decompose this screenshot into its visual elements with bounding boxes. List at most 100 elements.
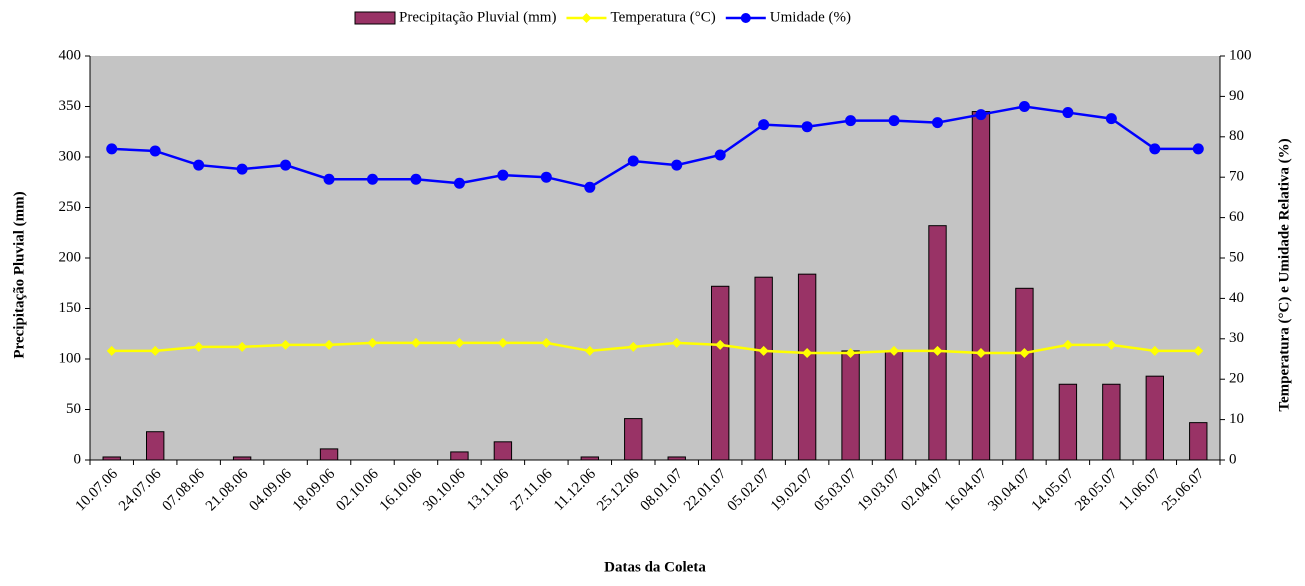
bar <box>102 456 121 461</box>
x-tick-label: 30.04.07 <box>985 466 1034 515</box>
x-tick-label: 10.07.06 <box>73 466 122 515</box>
marker <box>714 149 726 161</box>
marker <box>1062 339 1073 350</box>
plot-area <box>90 56 1220 460</box>
y-tick-label: 0 <box>74 451 82 467</box>
y-tick-label: 50 <box>66 401 81 417</box>
marker <box>106 143 118 155</box>
bar <box>884 350 904 461</box>
bar <box>319 448 339 461</box>
y-tick-label: 350 <box>59 98 82 114</box>
marker <box>584 345 595 356</box>
x-tick-label: 08.01.07 <box>638 466 687 515</box>
marker <box>758 345 769 356</box>
y-tick-label: 250 <box>59 199 82 215</box>
marker <box>889 345 900 356</box>
x-tick-label: 25.12.06 <box>594 466 643 515</box>
line <box>111 341 1199 355</box>
y2-tick-label: 50 <box>1229 249 1244 265</box>
marker <box>497 337 508 348</box>
bar <box>232 456 252 461</box>
marker <box>845 115 857 127</box>
marker <box>280 339 291 350</box>
marker <box>628 341 639 352</box>
bar <box>1102 383 1121 461</box>
y2-tick-label: 30 <box>1229 330 1244 346</box>
y-tick-label: 400 <box>59 47 82 63</box>
y2-tick-label: 60 <box>1229 209 1244 225</box>
bar <box>1058 383 1078 461</box>
bar <box>493 441 513 461</box>
bar <box>1145 375 1164 461</box>
x-tick-label: 02.04.07 <box>898 466 947 515</box>
bar <box>928 225 947 461</box>
x-tick-label: 07.08.06 <box>159 466 208 515</box>
marker <box>236 163 248 175</box>
marker <box>106 345 117 356</box>
bar <box>1189 422 1208 461</box>
y2-tick-label: 40 <box>1229 290 1244 306</box>
bar <box>1015 287 1034 461</box>
marker <box>367 173 378 185</box>
marker <box>975 109 987 121</box>
marker <box>1019 347 1030 358</box>
marker <box>932 117 943 129</box>
y-tick-label: 200 <box>59 249 82 265</box>
marker <box>1018 101 1030 112</box>
marker <box>758 119 770 131</box>
bar <box>624 418 643 461</box>
bar <box>711 285 730 461</box>
marker <box>1149 345 1160 356</box>
bar <box>797 273 817 461</box>
bar <box>754 276 773 461</box>
x-tick-label: 19.02.07 <box>768 466 817 515</box>
line <box>111 105 1199 189</box>
x-tick-label: 02.10.06 <box>333 466 382 515</box>
x-tick-label: 05.03.07 <box>811 466 860 515</box>
marker <box>193 159 205 171</box>
marker <box>1193 345 1204 356</box>
y2-tick-label: 90 <box>1229 88 1244 104</box>
y2-tick-label: 0 <box>1229 451 1237 467</box>
x-tick-label: 30.10.06 <box>420 466 469 515</box>
marker <box>932 345 943 356</box>
legend-label: Temperatura (°C) <box>610 9 715 25</box>
x-tick-label: 28.05.07 <box>1072 466 1121 515</box>
marker <box>627 155 639 167</box>
x-axis-title: Datas da Coleta <box>604 559 706 575</box>
marker <box>975 347 986 358</box>
x-tick-label: 16.10.06 <box>377 466 426 515</box>
bar <box>450 451 469 461</box>
y2-tick-label: 20 <box>1229 371 1244 387</box>
x-tick-label: 25.06.07 <box>1159 466 1208 515</box>
x-tick-label: 11.12.06 <box>551 466 599 514</box>
y2-tick-label: 80 <box>1229 128 1244 144</box>
x-tick-label: 18.09.06 <box>290 466 339 515</box>
bar <box>667 456 686 461</box>
marker <box>540 171 552 183</box>
legend-label: Umidade (%) <box>770 9 851 25</box>
marker <box>280 159 292 171</box>
bar <box>146 431 165 461</box>
x-tick-label: 21.08.06 <box>203 466 252 515</box>
marker <box>845 347 856 358</box>
y2-axis-title: Temperatura (°C) e Umidade Relativa (%) <box>1276 138 1292 411</box>
y-tick-label: 300 <box>59 148 82 164</box>
y2-tick-label: 10 <box>1229 411 1244 427</box>
x-tick-label: 13.11.06 <box>464 466 512 514</box>
marker <box>149 145 161 157</box>
bar <box>841 350 860 461</box>
marker <box>671 337 682 348</box>
marker <box>888 115 900 127</box>
x-tick-label: 16.04.07 <box>942 466 991 515</box>
marker <box>324 339 335 350</box>
marker <box>671 159 683 171</box>
legend-marker <box>740 13 751 23</box>
x-tick-label: 19.03.07 <box>855 466 904 515</box>
x-tick-label: 05.02.07 <box>724 466 773 515</box>
x-tick-label: 14.05.07 <box>1029 466 1078 515</box>
y2-tick-label: 70 <box>1229 169 1244 185</box>
marker <box>237 341 248 352</box>
marker <box>1062 107 1074 119</box>
